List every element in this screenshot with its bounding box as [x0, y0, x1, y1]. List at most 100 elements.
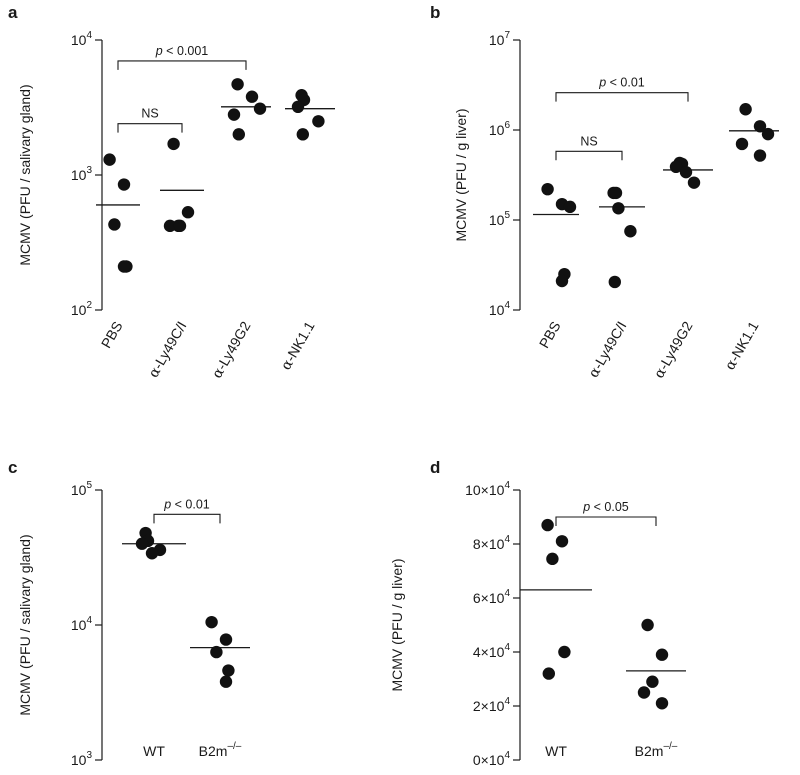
- data-point: [541, 518, 554, 532]
- category-label: WT: [545, 743, 567, 759]
- category-label: B2m–/–: [635, 741, 678, 759]
- data-point: [219, 633, 233, 646]
- y-tick-label: 102: [71, 300, 93, 318]
- category-label: α-Ly49C/I: [585, 319, 631, 381]
- data-point: [231, 78, 244, 91]
- pvalue-label: p < 0.01: [163, 497, 210, 511]
- data-point: [655, 648, 669, 661]
- y-tick-label: 103: [71, 165, 93, 183]
- data-point: [646, 675, 659, 688]
- data-point: [163, 219, 177, 233]
- panel-b: b 104 105 106 107 MCMV (PFU / g liver) PBS α-Ly…: [430, 3, 779, 381]
- data-point: [687, 176, 701, 189]
- pvalue-bracket: [153, 513, 221, 524]
- y-tick-label: 104: [71, 615, 93, 633]
- y-tick-label: 6×104: [473, 588, 511, 606]
- data-point: [296, 128, 309, 141]
- y-tick-label: 4×104: [473, 642, 511, 660]
- y-tick-label: 105: [71, 480, 93, 498]
- data-point: [546, 552, 559, 566]
- data-point: [641, 618, 654, 632]
- data-point: [739, 103, 752, 116]
- y-tick-label: 8×104: [473, 534, 511, 552]
- data-point: [563, 200, 577, 214]
- y-tick-label: 105: [489, 210, 511, 228]
- data-point: [210, 645, 223, 659]
- data-point: [117, 260, 131, 273]
- ns-label: NS: [580, 134, 597, 148]
- y-axis-label: MCMV (PFU / salivary gland): [17, 534, 33, 715]
- data-point: [173, 219, 187, 233]
- category-label: WT: [143, 743, 165, 759]
- data-point: [542, 667, 555, 680]
- data-point: [181, 206, 195, 219]
- data-point: [135, 537, 149, 550]
- y-axis-label: MCMV (PFU / g liver): [389, 559, 405, 692]
- data-point: [103, 153, 116, 166]
- category-label: α-NK1.1: [721, 318, 762, 373]
- data-point: [624, 225, 637, 238]
- data-point: [612, 202, 625, 215]
- y-axis-label: MCMV (PFU / g liver): [453, 109, 469, 242]
- data-point: [312, 115, 325, 128]
- pvalue-label: p < 0.01: [598, 76, 645, 90]
- y-tick-label: 104: [71, 30, 93, 48]
- data-point: [761, 127, 775, 141]
- ns-bracket: [117, 123, 183, 133]
- pvalue-bracket: [117, 60, 247, 70]
- pvalue-label: p < 0.001: [155, 44, 209, 58]
- data-point: [558, 645, 571, 659]
- data-point: [655, 697, 669, 710]
- category-label: α-Ly49G2: [650, 318, 696, 381]
- y-tick-label: 104: [489, 300, 511, 318]
- y-axis-label: MCMV (PFU / salivary gland): [17, 84, 33, 265]
- data-point: [222, 664, 235, 677]
- y-tick-label: 10×104: [465, 480, 510, 498]
- y-tick-label: 0×104: [473, 750, 511, 768]
- panel-c: c 103 104 105 MCMV (PFU / salivary gland) WT B…: [8, 458, 250, 768]
- data-point: [637, 686, 651, 699]
- data-point: [145, 547, 159, 560]
- data-point: [541, 182, 554, 196]
- pvalue-label: p < 0.05: [582, 500, 629, 514]
- category-label: PBS: [98, 319, 126, 351]
- y-tick-label: 106: [489, 120, 511, 138]
- pvalue-bracket: [555, 92, 689, 102]
- category-label: α-NK1.1: [277, 318, 318, 373]
- category-label: B2m–/–: [199, 741, 242, 759]
- data-point: [253, 102, 267, 115]
- ns-bracket: [555, 150, 623, 161]
- category-label: PBS: [536, 319, 564, 351]
- data-point: [108, 218, 121, 231]
- data-point: [205, 615, 218, 629]
- ns-label: NS: [141, 107, 158, 121]
- data-point: [555, 535, 569, 548]
- data-point: [555, 274, 569, 288]
- data-point: [679, 165, 693, 179]
- data-point: [753, 149, 767, 162]
- panel-d: d 0×104 2×104 4×104 6×104 8×104 10×104 MCMV (PF…: [389, 458, 686, 768]
- panel-letter: b: [430, 3, 440, 22]
- data-point: [291, 100, 305, 114]
- panel-a: a 102 103 104 MCMV (PFU / salivary gland) PBS…: [8, 3, 335, 381]
- data-point: [227, 108, 241, 121]
- y-tick-label: 107: [489, 30, 511, 48]
- y-tick-label: 2×104: [473, 696, 511, 714]
- panel-letter: c: [8, 458, 17, 477]
- category-label: α-Ly49G2: [208, 318, 254, 381]
- data-point: [608, 275, 621, 289]
- data-point: [167, 137, 180, 151]
- data-point: [735, 137, 749, 151]
- category-label: α-Ly49C/I: [145, 319, 191, 381]
- pvalue-bracket: [555, 516, 657, 526]
- data-point: [232, 128, 245, 141]
- data-point: [117, 178, 131, 191]
- panel-letter: a: [8, 3, 18, 22]
- data-point: [669, 160, 683, 174]
- panel-letter: d: [430, 458, 440, 477]
- data-point: [245, 90, 259, 103]
- y-tick-label: 103: [71, 750, 93, 768]
- data-point: [219, 675, 233, 688]
